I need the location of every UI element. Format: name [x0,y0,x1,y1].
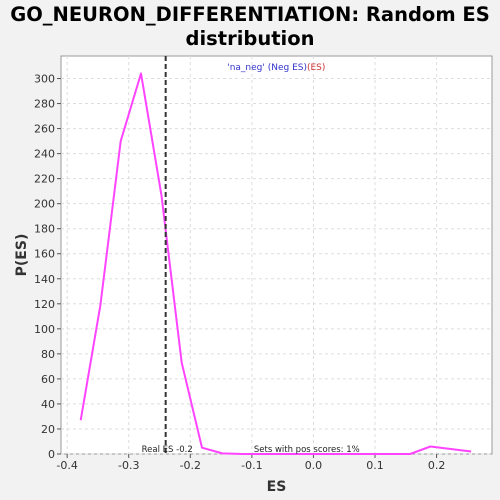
y-tick-label: 220 [34,173,55,186]
y-tick-label: 120 [34,298,55,311]
y-tick-label: 140 [34,273,55,286]
y-tick-label: 60 [41,373,55,386]
y-tick-label: 100 [34,323,55,336]
x-tick-label: 0.2 [428,459,446,472]
y-axis-label: P(ES) [14,234,30,277]
y-tick-label: 200 [34,198,55,211]
legend-series-label: 'na_neg' (Neg ES) [227,63,307,73]
y-tick-label: 160 [34,248,55,261]
x-tick-label: -0.4 [56,459,77,472]
x-tick-label: -0.2 [180,459,201,472]
x-tick-label: -0.1 [241,459,262,472]
y-tick-label: 280 [34,98,55,111]
y-tick-label: 300 [34,73,55,86]
y-tick-label: 80 [41,348,55,361]
pos-scores-label: Sets with pos scores: 1% [254,445,360,455]
x-tick-label: 0.0 [305,459,323,472]
chart-title-line1: GO_NEURON_DIFFERENTIATION: Random ES [10,3,490,26]
x-tick-label: -0.3 [118,459,139,472]
legend-text: 'na_neg' (Neg ES)(ES) [227,63,325,73]
x-tick-label: 0.1 [366,459,384,472]
chart-title: GO_NEURON_DIFFERENTIATION: Random ES dis… [0,3,500,51]
y-tick-label: 240 [34,148,55,161]
y-tick-label: 0 [48,448,55,461]
es-distribution-line [79,72,472,455]
legend-es-label: (ES) [307,63,325,73]
y-tick-label: 20 [41,423,55,436]
plot-area [60,55,493,455]
y-tick-label: 180 [34,223,55,236]
real-es-label: Real ES -0.2 [142,445,193,455]
y-tick-label: 260 [34,123,55,136]
chart-title-line2: distribution [185,27,315,50]
axis-ticks: -0.4 -0.3 -0.2 -0.1 0.0 0.1 0.2 0 20 40 60 80 100 120… [34,73,445,472]
series-layer [79,72,472,455]
x-axis-label: ES [267,479,287,495]
grid-lines [61,56,492,455]
y-tick-label: 40 [41,398,55,411]
